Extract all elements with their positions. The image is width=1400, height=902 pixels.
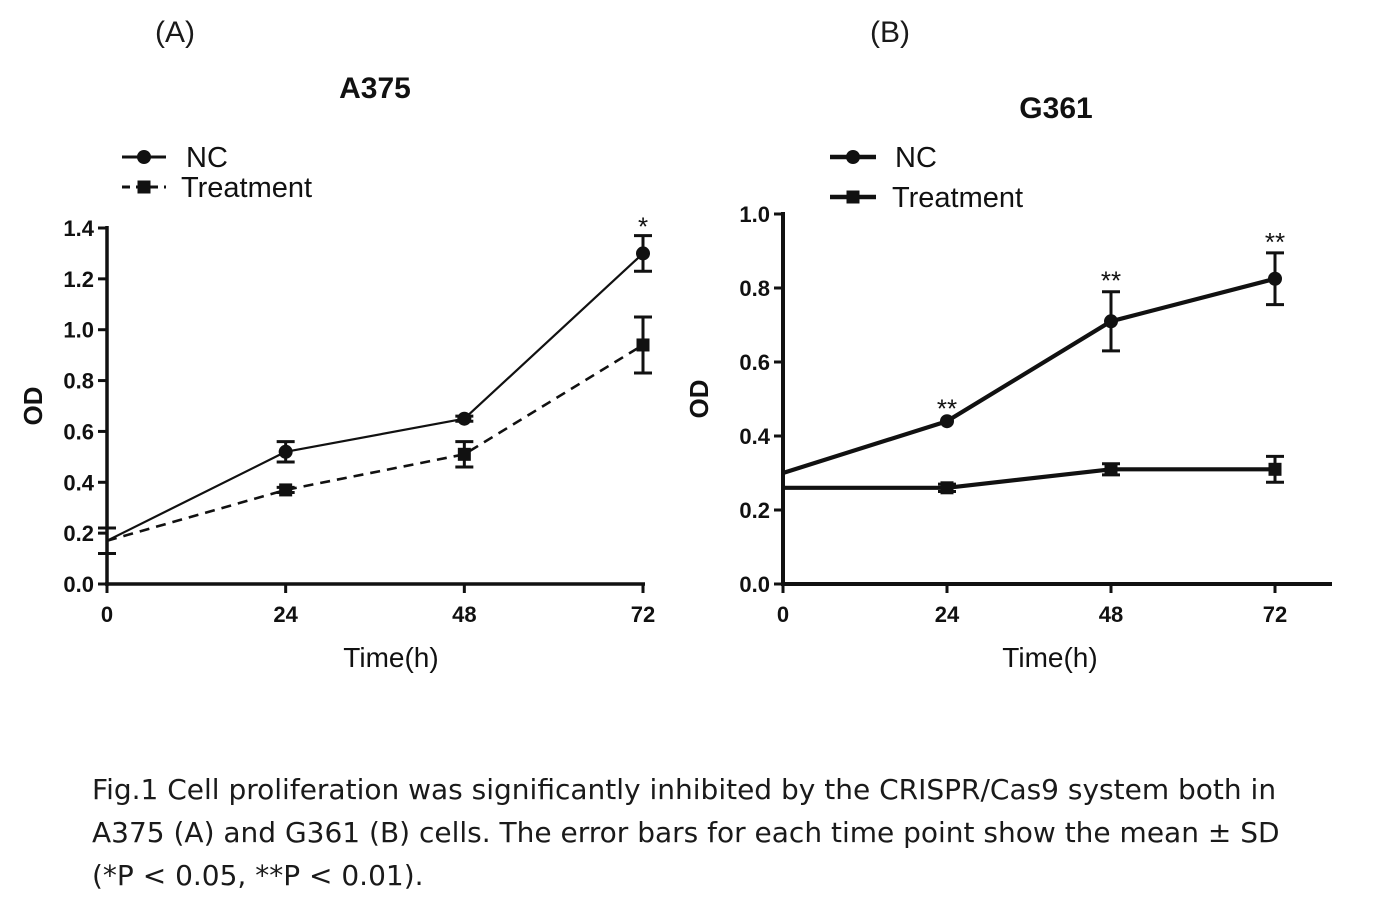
data-point-nc <box>940 414 954 429</box>
legend-marker-nc <box>846 150 860 164</box>
data-point-nc <box>1268 271 1282 286</box>
legend-marker-nc <box>137 150 151 164</box>
x-tick-label: 72 <box>631 602 655 627</box>
data-point-nc <box>457 411 472 426</box>
data-point-nc <box>636 246 650 261</box>
chart-panel-a: (A) A375 0.0 0.2 0.4 0.6 0.8 1.0 1.2 1.4 0 24 48 72 Ti… <box>18 16 655 673</box>
data-point-nc <box>1104 314 1118 329</box>
y-tick-label: 0.6 <box>63 419 94 444</box>
y-tick-label: 0.8 <box>739 276 770 301</box>
legend-marker-treatment <box>137 180 151 194</box>
legend-label-treatment: Treatment <box>892 182 1023 214</box>
figure-canvas: (A) A375 0.0 0.2 0.4 0.6 0.8 1.0 1.2 1.4 0 24 48 72 Ti… <box>18 16 1332 673</box>
significance-marker: ** <box>937 393 957 423</box>
x-tick-label: 0 <box>777 602 789 627</box>
x-tick-label: 0 <box>101 602 113 627</box>
x-axis-label: Time(h) <box>1002 642 1097 673</box>
y-tick-label: 1.0 <box>739 202 770 227</box>
caption-line-1: Fig.1 Cell proliferation was significant… <box>92 773 1277 806</box>
y-tick-label: 0.2 <box>63 521 94 546</box>
legend-label-nc: NC <box>186 142 228 174</box>
significance-marker: ** <box>1101 266 1121 296</box>
series-line-treatment <box>106 343 644 543</box>
x-tick-label: 24 <box>273 602 298 627</box>
caption-line-3: (*P < 0.05, **P < 0.01). <box>92 859 424 892</box>
legend-marker-treatment <box>846 190 860 204</box>
data-point-nc <box>278 444 293 459</box>
legend-label-nc: NC <box>895 142 937 174</box>
data-point-treatment <box>1104 462 1118 476</box>
x-tick-label: 72 <box>1263 602 1287 627</box>
x-tick-label: 48 <box>1099 602 1123 627</box>
y-tick-label: 0.6 <box>739 350 770 375</box>
x-tick-label: 24 <box>935 602 960 627</box>
significance-marker: ** <box>1265 227 1285 257</box>
y-tick-label: 0.2 <box>739 498 770 523</box>
y-tick-label: 0.0 <box>63 572 94 597</box>
legend-label-treatment: Treatment <box>181 172 312 204</box>
series-line-treatment <box>783 467 1275 490</box>
x-axis-label: Time(h) <box>343 642 438 673</box>
chart-title: A375 <box>339 72 411 105</box>
y-tick-label: 0.4 <box>63 470 94 495</box>
panel-label: (A) <box>155 16 195 49</box>
y-tick-label: 1.4 <box>63 216 94 241</box>
y-tick-label: 1.0 <box>63 318 94 343</box>
chart-panel-b: (B) G361 0.0 0.2 0.4 0.6 0.8 1.0 0 24 48 72 Time(h) O… <box>684 16 1332 673</box>
significance-marker: * <box>638 212 648 242</box>
series-line-nc <box>782 276 1276 476</box>
y-axis-label: OD <box>684 380 714 419</box>
y-tick-label: 0.4 <box>739 424 770 449</box>
data-point-treatment <box>1268 462 1282 476</box>
caption-line-2: A375 (A) and G361 (B) cells. The error b… <box>92 816 1280 849</box>
y-axis-label: OD <box>18 387 48 426</box>
data-point-treatment <box>279 483 293 497</box>
data-point-treatment <box>636 338 650 352</box>
panel-label: (B) <box>870 16 910 49</box>
chart-title: G361 <box>1019 92 1092 125</box>
y-tick-label: 0.8 <box>63 369 94 394</box>
data-point-treatment <box>940 481 954 495</box>
series-line-nc <box>106 252 644 542</box>
y-tick-label: 1.2 <box>63 267 94 292</box>
y-tick-label: 0.0 <box>739 572 770 597</box>
figure-caption: Fig.1 Cell proliferation was significant… <box>92 768 1332 897</box>
x-tick-label: 48 <box>452 602 476 627</box>
data-point-treatment <box>457 447 471 461</box>
